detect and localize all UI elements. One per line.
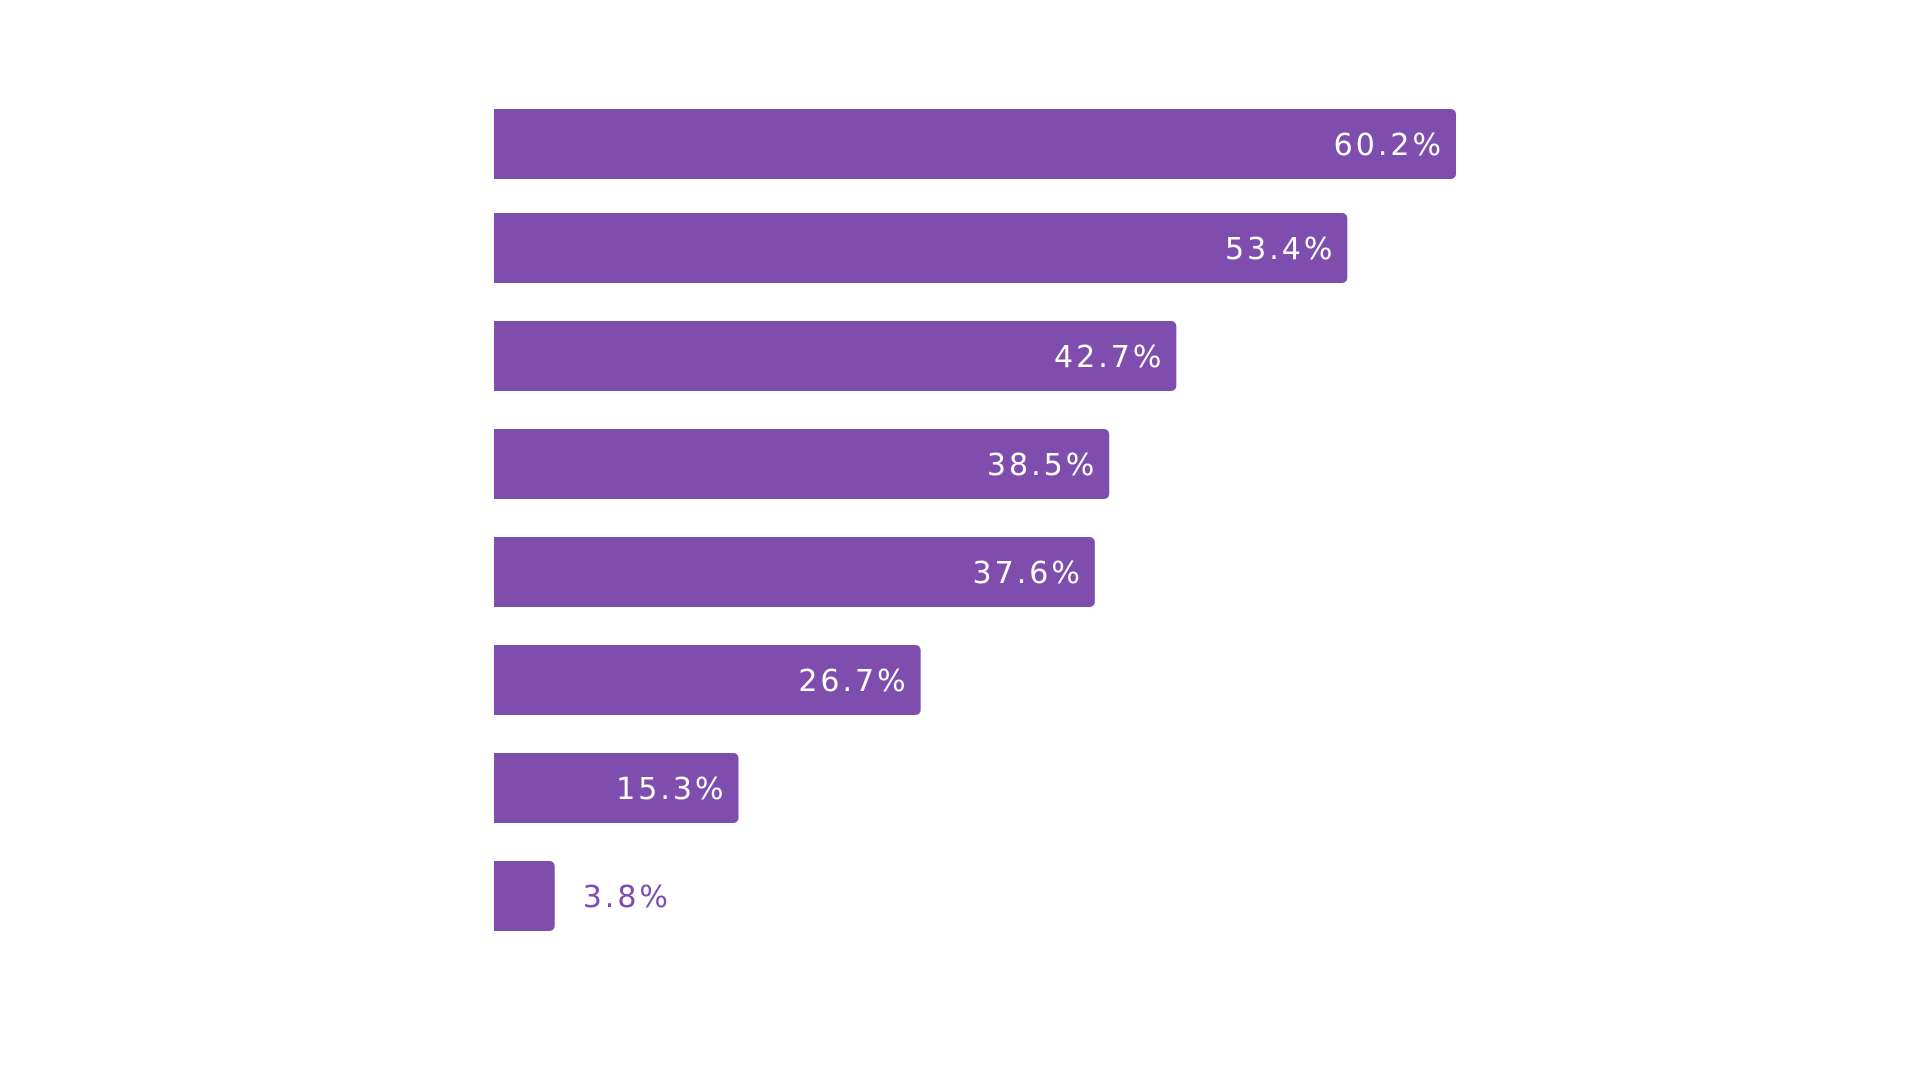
bars-layer	[487, 0, 1456, 1080]
bar-4	[489, 429, 1110, 499]
data-label-8: 3.8%	[583, 880, 671, 915]
data-label-6: 26.7%	[798, 664, 908, 699]
data-label-4: 38.5%	[987, 448, 1097, 483]
bar-7	[489, 753, 739, 823]
bar-3	[489, 321, 1177, 391]
bar-8	[489, 861, 555, 931]
bar-5	[489, 537, 1095, 607]
bar-1	[489, 109, 1456, 179]
data-label-1: 60.2%	[1334, 128, 1444, 163]
data-label-3: 42.7%	[1054, 340, 1164, 375]
bar-6	[489, 645, 921, 715]
labels-layer: 60.2% 53.4% 42.7% 38.5% 37.6% 26.7% 15.3% 3.8%	[583, 128, 1444, 915]
data-label-5: 37.6%	[973, 556, 1083, 591]
bar-2	[489, 213, 1348, 283]
data-label-7: 15.3%	[616, 772, 726, 807]
bar-baseline-mask	[487, 0, 494, 1080]
data-label-2: 53.4%	[1225, 232, 1335, 267]
